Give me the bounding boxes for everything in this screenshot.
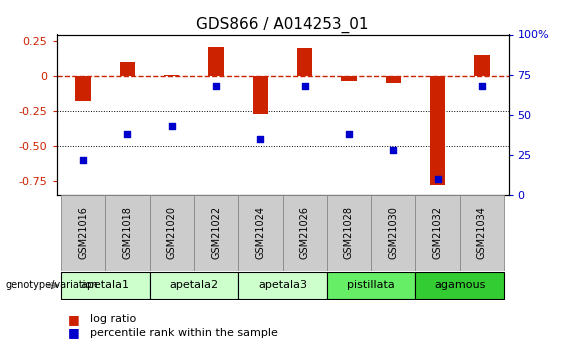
Text: agamous: agamous (434, 280, 485, 290)
Bar (415, 272, 504, 299)
Bar (61, 272, 150, 299)
Bar (297, 48, 312, 76)
Text: apetala3: apetala3 (258, 280, 307, 290)
Bar (327, 195, 371, 271)
Text: percentile rank within the sample: percentile rank within the sample (90, 328, 279, 338)
Bar (385, 76, 401, 83)
Bar (238, 195, 282, 271)
Bar (150, 272, 238, 299)
Text: GSM21030: GSM21030 (388, 206, 398, 259)
Text: log ratio: log ratio (90, 314, 137, 324)
Bar (415, 195, 460, 271)
Bar (164, 75, 180, 76)
Text: GSM21024: GSM21024 (255, 206, 266, 259)
Bar (327, 272, 415, 299)
Bar (371, 195, 415, 271)
Text: genotype/variation: genotype/variation (6, 280, 98, 290)
Point (300, 83, 309, 89)
Bar (61, 195, 105, 271)
Bar (75, 76, 91, 101)
Text: pistillata: pistillata (347, 280, 395, 290)
Bar (460, 195, 504, 271)
Bar (150, 195, 194, 271)
Point (256, 136, 265, 141)
Text: GSM21020: GSM21020 (167, 206, 177, 259)
Text: GSM21032: GSM21032 (433, 206, 442, 259)
Point (123, 131, 132, 137)
Text: ■: ■ (68, 313, 80, 326)
Text: apetala2: apetala2 (170, 280, 219, 290)
Bar (282, 195, 327, 271)
Bar (341, 76, 357, 80)
Point (79, 157, 88, 162)
Bar (208, 47, 224, 76)
Bar (105, 195, 150, 271)
Text: GSM21026: GSM21026 (299, 206, 310, 259)
Bar (430, 76, 445, 185)
Text: GSM21018: GSM21018 (123, 206, 132, 259)
Point (433, 176, 442, 181)
Bar (120, 62, 135, 76)
Text: GSM21034: GSM21034 (477, 206, 487, 259)
Point (345, 131, 354, 137)
Point (477, 83, 486, 89)
Bar (253, 76, 268, 114)
Bar (474, 56, 490, 76)
Point (167, 123, 176, 129)
Bar (238, 272, 327, 299)
Bar (194, 195, 238, 271)
Text: apetala1: apetala1 (81, 280, 130, 290)
Point (211, 83, 220, 89)
Title: GDS866 / A014253_01: GDS866 / A014253_01 (196, 17, 369, 33)
Text: GSM21028: GSM21028 (344, 206, 354, 259)
Text: GSM21016: GSM21016 (78, 206, 88, 259)
Text: GSM21022: GSM21022 (211, 206, 221, 259)
Text: ■: ■ (68, 326, 80, 339)
Point (389, 147, 398, 153)
